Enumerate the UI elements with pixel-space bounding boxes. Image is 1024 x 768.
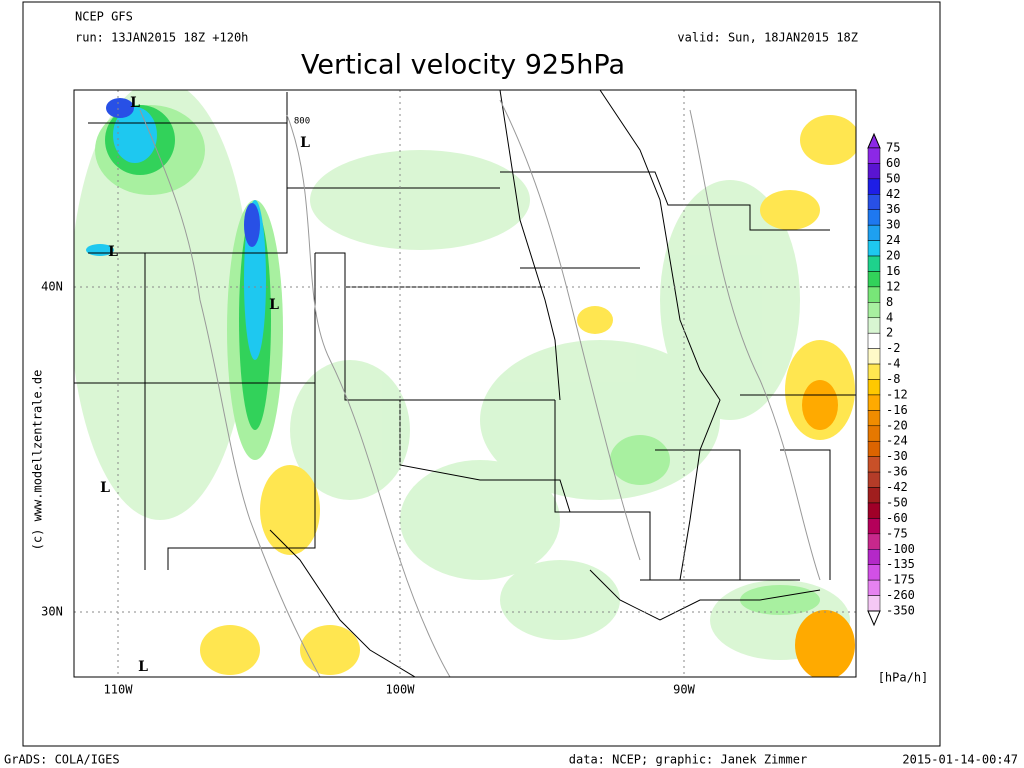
colorbar-label: 36: [886, 202, 900, 216]
colorbar-label: -60: [886, 511, 908, 525]
colorbar-label: 2: [886, 326, 893, 340]
colorbar-band: [867, 518, 881, 535]
colorbar-band: [867, 502, 881, 519]
valid-time: valid: Sun, 18JAN2015 18Z: [677, 31, 858, 45]
colorbar-label: -50: [886, 495, 908, 509]
colorbar-label: -100: [886, 542, 915, 556]
colorbar-band: [867, 224, 881, 241]
colorbar-arrow-top: [867, 132, 881, 149]
low-marker: L: [108, 244, 118, 260]
colorbar-label: -2: [886, 341, 900, 355]
low-marker: L: [130, 95, 140, 111]
footer-right: 2015-01-14-00:47: [902, 753, 1018, 767]
colorbar-band: [867, 579, 881, 596]
colorbar-band: [867, 394, 881, 411]
lon-label: 100W: [386, 683, 416, 697]
colorbar-band: [867, 348, 881, 365]
colorbar-label: -12: [886, 387, 908, 401]
colorbar-band: [867, 255, 881, 272]
map: L L L L L L: [73, 89, 857, 678]
colorbar-band: [867, 178, 881, 195]
colorbar-label: -20: [886, 418, 908, 432]
colorbar-band: [867, 379, 881, 396]
colorbar-label: -16: [886, 403, 908, 417]
lon-label: 110W: [104, 683, 134, 697]
colorbar-band: [867, 487, 881, 504]
colorbar-label: -4: [886, 357, 900, 371]
colorbar-label: -30: [886, 449, 908, 463]
colorbar-band: [867, 286, 881, 303]
colorbar-unit: [hPa/h]: [878, 671, 929, 685]
colorbar-band: [867, 456, 881, 473]
colorbar-label: -24: [886, 434, 908, 448]
colorbar-band: [867, 209, 881, 226]
colorbar-band: [867, 363, 881, 380]
low-marker: L: [300, 135, 310, 151]
colorbar-label: -75: [886, 526, 908, 540]
colorbar-label: -42: [886, 480, 908, 494]
colorbar-label: 8: [886, 295, 893, 309]
colorbar-band: [867, 317, 881, 334]
colorbar-band: [867, 147, 881, 164]
colorbar-label: -350: [886, 604, 915, 618]
colorbar-label: -135: [886, 557, 915, 571]
map-border: [73, 89, 857, 678]
colorbar-band: [867, 194, 881, 210]
model-name: NCEP GFS: [75, 10, 133, 24]
colorbar-band: [867, 302, 881, 319]
colorbar-label: 20: [886, 249, 900, 263]
colorbar-band: [867, 440, 881, 457]
colorbar-band: [867, 163, 881, 180]
footer-center: data: NCEP; graphic: Janek Zimmer: [569, 753, 807, 767]
colorbar-label: 30: [886, 218, 900, 232]
title: Vertical velocity 925hPa: [301, 50, 625, 81]
colorbar-label: 42: [886, 187, 900, 201]
colorbar-band: [867, 549, 881, 565]
low-marker: L: [138, 659, 148, 675]
contour-label: 800: [294, 117, 310, 127]
colorbar-label: 16: [886, 264, 900, 278]
lon-label: 90W: [673, 683, 695, 697]
colorbar-label: 12: [886, 279, 900, 293]
colorbar-band: [867, 595, 881, 612]
run-info: run: 13JAN2015 18Z +120h: [75, 31, 248, 45]
lat-label: 30N: [41, 605, 63, 619]
colorbar-band: [867, 240, 881, 257]
colorbar-label: -260: [886, 588, 915, 602]
colorbar-arrow-bottom: [867, 610, 881, 627]
low-marker: L: [269, 297, 279, 313]
footer-left: GrADS: COLA/IGES: [4, 753, 120, 767]
colorbar-band: [867, 471, 881, 488]
credit: (c) www.modellzentrale.de: [31, 370, 45, 551]
colorbar-band: [867, 564, 881, 581]
colorbar-label: 4: [886, 310, 893, 324]
field: [74, 90, 856, 677]
colorbar-label: -8: [886, 372, 900, 386]
frame: [22, 1, 941, 747]
colorbar-band: [867, 332, 881, 349]
colorbar-label: 60: [886, 156, 900, 170]
colorbar-label: 50: [886, 171, 900, 185]
colorbar-label: -36: [886, 465, 908, 479]
colorbar-label: -175: [886, 573, 915, 587]
colorbar: 75605042363024201612842-2-4-8-12-16-20-2…: [867, 132, 915, 627]
colorbar-band: [867, 425, 881, 442]
lat-label: 40N: [41, 280, 63, 294]
low-marker: L: [100, 480, 110, 496]
colorbar-label: 24: [886, 233, 900, 247]
colorbar-band: [867, 410, 881, 427]
colorbar-band: [867, 271, 881, 288]
colorbar-label: 75: [886, 141, 900, 155]
colorbar-band: [867, 533, 881, 550]
